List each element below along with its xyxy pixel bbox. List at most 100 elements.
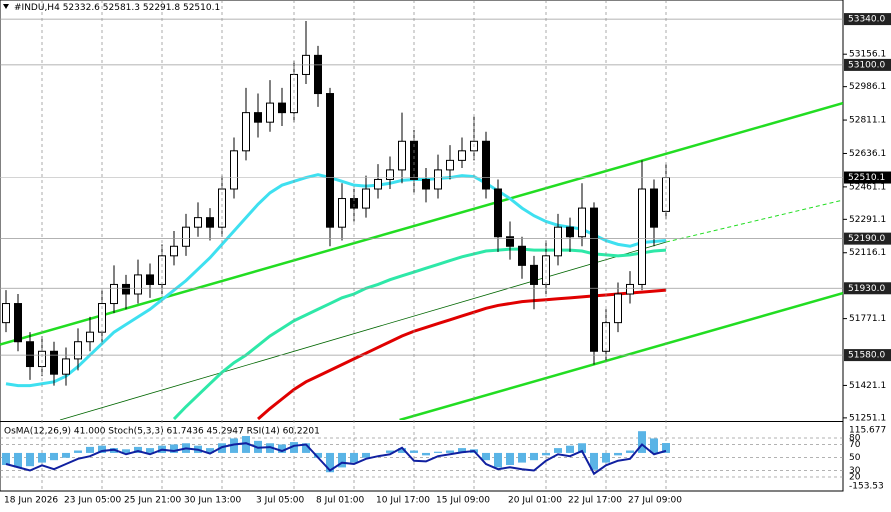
- osma-bar: [338, 452, 346, 468]
- osma-max-label: 115.677: [849, 426, 886, 436]
- osma-bar: [410, 450, 418, 453]
- osma-bar: [494, 452, 502, 468]
- osma-bar: [314, 452, 322, 458]
- osma-bar: [446, 450, 454, 453]
- osma-bar: [602, 452, 610, 463]
- level-label: 51930.0: [848, 284, 885, 294]
- level-label-box: [844, 58, 891, 71]
- osma-bar: [482, 452, 490, 461]
- moving-average: [172, 247, 667, 420]
- y-tick-label: 52461.1: [849, 182, 886, 192]
- candle-body: [554, 226, 562, 257]
- candle-body: [374, 178, 382, 190]
- y-tick-label: 51771.1: [849, 314, 886, 324]
- candle-body: [110, 283, 118, 305]
- indicator-level-label: 80: [849, 434, 861, 444]
- x-tick-label: 18 Jun 2026: [4, 496, 58, 506]
- current-price-label: 52510.1: [848, 173, 885, 183]
- x-tick-label: 22 Jul 17:00: [568, 496, 622, 506]
- osma-bar: [350, 452, 358, 463]
- osma-bar: [50, 452, 58, 461]
- osma-bar: [434, 451, 442, 453]
- osma-bar: [170, 444, 178, 453]
- candle-body: [74, 341, 82, 360]
- level-label-box: [844, 349, 891, 362]
- osma-bar: [362, 452, 370, 458]
- candle-body: [14, 303, 22, 343]
- candle-body: [26, 341, 34, 368]
- candle-body: [338, 198, 346, 228]
- candle-body: [362, 188, 370, 209]
- candle-body: [398, 140, 406, 171]
- osma-bar: [326, 452, 334, 473]
- osma-bar: [530, 452, 538, 461]
- level-label-box: [844, 282, 891, 295]
- indicator-level-label: 70: [849, 440, 861, 450]
- osma-bar: [134, 446, 142, 453]
- header: #INDU,H4 52332.6 52581.3 52291.8 52510.1: [14, 3, 220, 13]
- candle-body: [86, 331, 94, 343]
- candle-body: [50, 350, 58, 375]
- osma-bar: [206, 448, 214, 453]
- osma-bar: [74, 450, 82, 453]
- osma-bar: [302, 443, 310, 453]
- x-tick-label: 30 Jun 13:00: [184, 496, 241, 506]
- candle-body: [638, 188, 646, 285]
- indicator-level-label: 50: [849, 453, 861, 463]
- candle-body: [530, 264, 538, 285]
- osma-bar: [122, 449, 130, 453]
- candle-body: [590, 207, 598, 352]
- moving-average: [5, 173, 667, 388]
- candle-body: [2, 303, 10, 324]
- rsi-line: [5, 442, 667, 476]
- candle-body: [170, 245, 178, 257]
- osma-bar: [386, 450, 394, 453]
- plot-frame: [0, 0, 844, 492]
- x-tick-label: 23 Jun 05:00: [64, 496, 121, 506]
- x-tick-label: 25 Jun 21:00: [124, 496, 181, 506]
- main-panel: [0, 21, 843, 420]
- open: 52332.6: [63, 3, 100, 13]
- current-price-box: [844, 171, 891, 184]
- candle-body: [326, 93, 334, 228]
- osma-bar: [146, 448, 154, 453]
- osma-bar: [242, 436, 250, 453]
- indicator-title: OsMA(12,26,9) 41.000 Stoch(5,3,3) 61.743…: [4, 427, 320, 437]
- candle-body: [626, 283, 634, 295]
- trendline: [0, 101, 843, 346]
- level-label: 53100.0: [848, 60, 885, 70]
- menu-icon: [3, 4, 9, 9]
- x-tick-label: 15 Jul 09:00: [436, 496, 490, 506]
- candle-body: [146, 274, 154, 285]
- candle-body: [482, 140, 490, 190]
- candle-body: [494, 188, 502, 238]
- candle-body: [278, 102, 286, 114]
- y-tick-label: 52291.1: [849, 215, 886, 225]
- level-label: 51580.0: [848, 351, 885, 361]
- low: 52291.8: [143, 3, 180, 13]
- candle-body: [230, 150, 238, 190]
- x-tick-label: 3 Jul 05:00: [256, 496, 305, 506]
- osma-bar: [638, 431, 646, 453]
- candle-body: [314, 54, 322, 95]
- osma-bar: [98, 445, 106, 453]
- osma-bar: [626, 450, 634, 453]
- osma-bar: [542, 452, 550, 456]
- osma-bar: [290, 442, 298, 453]
- y-tick-label: 53156.1: [849, 50, 886, 60]
- osma-min-label: -153.53: [849, 482, 884, 492]
- osma-bar: [614, 452, 622, 456]
- candle-body: [518, 245, 526, 266]
- candle-body: [566, 226, 574, 238]
- osma-bar: [422, 452, 430, 456]
- candle-body: [206, 217, 214, 228]
- candle-body: [194, 217, 202, 228]
- candle-body: [422, 178, 430, 190]
- level-label-box: [844, 13, 891, 26]
- osma-bar: [578, 443, 586, 453]
- candle-body: [182, 226, 190, 247]
- osma-bar: [518, 452, 526, 463]
- x-tick-label: 8 Jul 01:00: [316, 496, 365, 506]
- trendline: [399, 291, 843, 420]
- candle-body: [134, 274, 142, 295]
